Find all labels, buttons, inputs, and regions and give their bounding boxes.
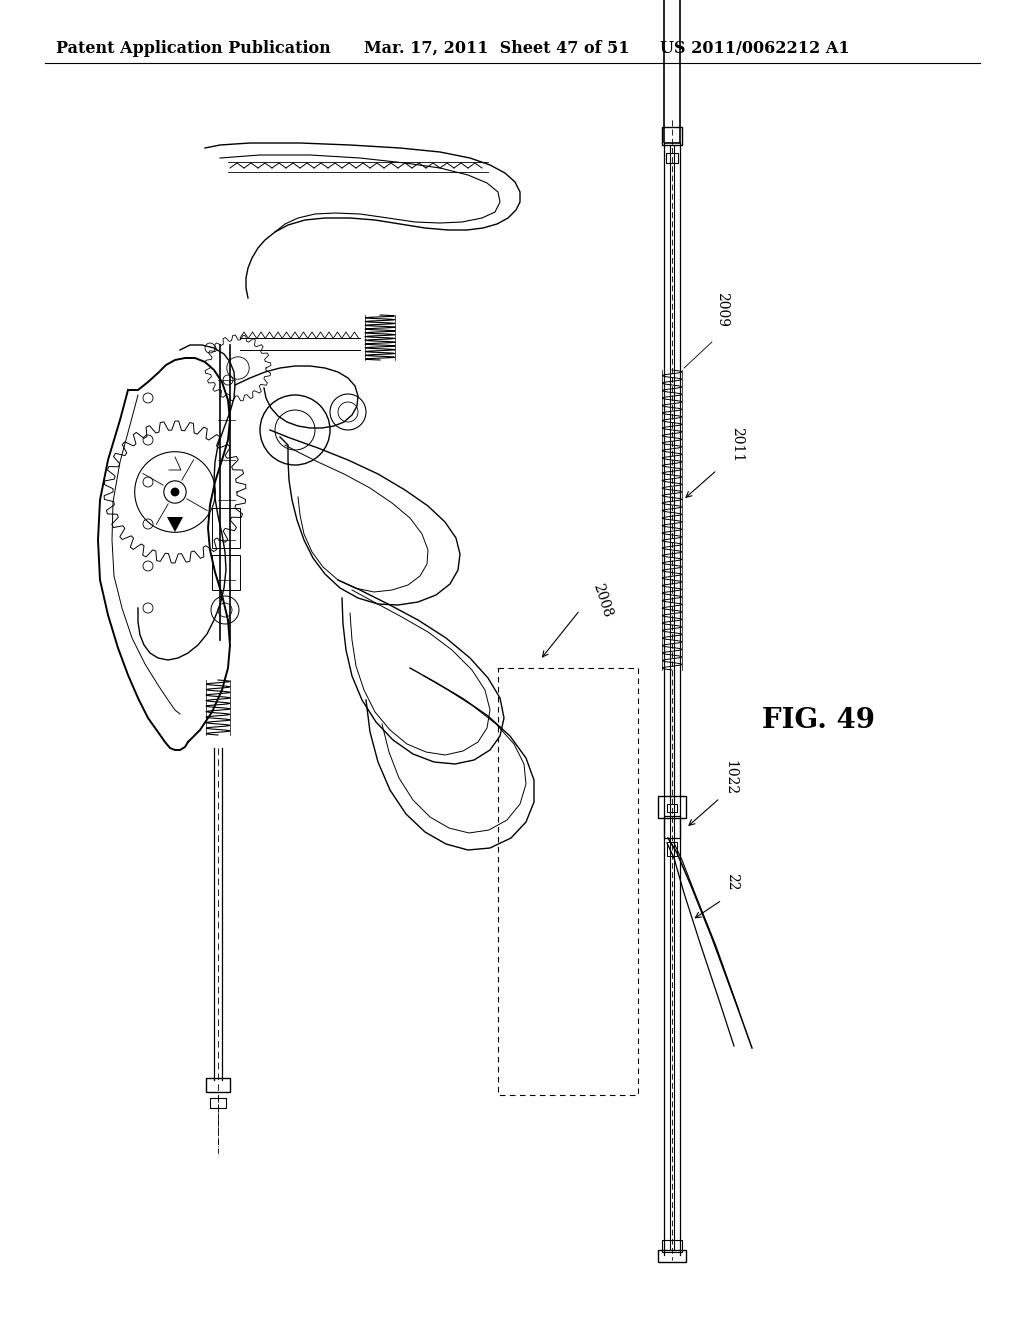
Bar xyxy=(664,816,680,838)
Polygon shape xyxy=(167,517,183,532)
Text: 1022: 1022 xyxy=(723,760,737,796)
Bar xyxy=(664,0,680,143)
Text: 22: 22 xyxy=(725,874,739,891)
Text: 2011: 2011 xyxy=(730,428,744,462)
Text: 2008: 2008 xyxy=(590,581,614,619)
Circle shape xyxy=(171,488,179,496)
Text: Patent Application Publication: Patent Application Publication xyxy=(56,40,331,57)
Bar xyxy=(666,153,678,162)
Bar xyxy=(667,804,677,812)
Text: US 2011/0062212 A1: US 2011/0062212 A1 xyxy=(660,40,850,57)
Bar xyxy=(667,842,677,855)
Bar xyxy=(658,1250,686,1262)
Bar xyxy=(212,554,240,590)
Bar xyxy=(212,508,240,548)
Bar xyxy=(662,1239,682,1251)
Bar xyxy=(206,1078,230,1092)
Bar xyxy=(210,1098,226,1107)
Bar xyxy=(658,796,686,818)
Text: Mar. 17, 2011  Sheet 47 of 51: Mar. 17, 2011 Sheet 47 of 51 xyxy=(364,40,629,57)
Bar xyxy=(662,127,682,145)
Text: 2009: 2009 xyxy=(715,293,729,327)
Text: FIG. 49: FIG. 49 xyxy=(762,706,874,734)
